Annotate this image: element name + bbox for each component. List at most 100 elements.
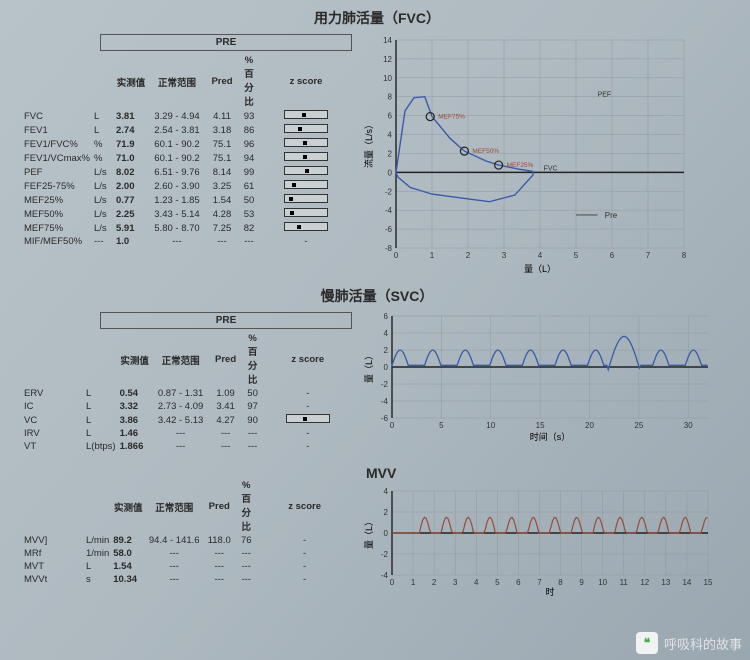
svg-text:25: 25 — [634, 421, 643, 430]
svg-text:10: 10 — [486, 421, 495, 430]
table-row: MRf1/min58.0---------- — [22, 547, 352, 560]
svg-text:0: 0 — [394, 251, 399, 260]
table-row: VTL(btps)1.866---------- — [22, 440, 352, 453]
fvc-title: 用力肺活量（FVC） — [22, 8, 732, 28]
svg-text:5: 5 — [439, 421, 444, 430]
svg-text:6: 6 — [610, 251, 615, 260]
svg-text:8: 8 — [388, 93, 393, 102]
svc-title: 慢肺活量（SVC） — [22, 286, 732, 306]
pre-header: PRE — [100, 312, 352, 329]
table-row: MVVts10.34---------- — [22, 573, 352, 586]
table-row: MEF25%L/s0.771.23 - 1.851.5450 — [22, 193, 352, 207]
svg-text:4: 4 — [384, 329, 389, 338]
svg-text:-2: -2 — [381, 550, 389, 559]
watermark-text: 呼吸科的故事 — [664, 634, 742, 653]
svg-text:12: 12 — [383, 55, 392, 64]
svc-chart: 051015202530-6-4-20246时间（s）量（L） — [362, 312, 732, 442]
table-row: IRVL1.46---------- — [22, 427, 352, 440]
svg-text:量（L）: 量（L） — [364, 517, 374, 549]
table-row: MEF75%L/s5.915.80 - 8.707.2582 — [22, 221, 352, 235]
svg-text:6: 6 — [384, 312, 389, 321]
svg-text:9: 9 — [579, 578, 584, 587]
pre-header: PRE — [100, 34, 352, 51]
svg-text:-4: -4 — [381, 397, 389, 406]
mvv-table: 实测值 正常范围 Pred % 百分比 z score MVV]L/min89.… — [22, 461, 352, 586]
svg-text:14: 14 — [383, 36, 392, 45]
svg-text:PEF: PEF — [598, 92, 612, 99]
svg-text:5: 5 — [495, 578, 500, 587]
svg-text:0: 0 — [390, 578, 395, 587]
table-row: VCL3.863.42 - 5.134.2790 — [22, 413, 352, 427]
svg-text:8: 8 — [682, 251, 687, 260]
mvv-section: 实测值 正常范围 Pred % 百分比 z score MVV]L/min89.… — [0, 457, 750, 601]
col-pred: Pred — [206, 54, 238, 109]
svg-text:11: 11 — [620, 578, 629, 587]
svg-text:0: 0 — [388, 168, 393, 177]
table-row: ICL3.322.73 - 4.093.4197- — [22, 400, 352, 413]
svg-text:-4: -4 — [385, 206, 393, 215]
svg-text:时间（s）: 时间（s） — [530, 431, 571, 442]
svg-text:30: 30 — [684, 421, 693, 430]
svg-text:FVC: FVC — [544, 165, 558, 172]
svc-section: 慢肺活量（SVC） PRE 实测值 正常范围 Pred % 百分比 z scor… — [0, 278, 750, 457]
svg-text:7: 7 — [537, 578, 542, 587]
table-row: MVV]L/min89.294.4 - 141.6118.076- — [22, 534, 352, 547]
svg-text:2: 2 — [384, 346, 389, 355]
svg-text:14: 14 — [682, 578, 691, 587]
table-row: FEV1/FVC%%71.960.1 - 90.275.196 — [22, 137, 352, 151]
svg-text:0: 0 — [384, 529, 389, 538]
svg-text:15: 15 — [704, 578, 712, 587]
svg-text:流量（L/s）: 流量（L/s） — [363, 120, 374, 168]
svg-text:6: 6 — [516, 578, 521, 587]
svg-text:4: 4 — [388, 131, 393, 140]
table-row: FEV1L2.742.54 - 3.813.1886 — [22, 123, 352, 137]
table-row: ERVL0.540.87 - 1.311.0950- — [22, 387, 352, 400]
svg-text:-8: -8 — [385, 244, 393, 253]
svg-text:15: 15 — [536, 421, 545, 430]
svg-text:3: 3 — [453, 578, 458, 587]
svg-text:6: 6 — [388, 112, 393, 121]
svg-text:MEF75%: MEF75% — [438, 114, 465, 121]
table-row: FEF25-75%L/s2.002.60 - 3.903.2561 — [22, 179, 352, 193]
svg-text:7: 7 — [646, 251, 651, 260]
col-meas: 实测值 — [114, 54, 148, 109]
svg-text:1: 1 — [411, 578, 416, 587]
table-row: FVCL3.813.29 - 4.944.1193 — [22, 109, 352, 123]
svg-text:时: 时 — [545, 586, 554, 597]
table-row: MIF/MEF50%---1.0---------- — [22, 235, 352, 248]
svg-text:8: 8 — [558, 578, 563, 587]
svg-text:4: 4 — [538, 251, 543, 260]
fvc-table: PRE 实测值 正常范围 Pred % 百分比 z score FVCL3.81… — [22, 34, 352, 248]
svg-text:20: 20 — [585, 421, 594, 430]
svg-text:5: 5 — [574, 251, 579, 260]
table-row: FEV1/VCmax%%71.060.1 - 90.275.194 — [22, 151, 352, 165]
svc-table: PRE 实测值 正常范围 Pred % 百分比 z score ERVL0.54… — [22, 312, 352, 453]
table-row: MVTL1.54---------- — [22, 560, 352, 573]
svg-text:-2: -2 — [385, 187, 393, 196]
svg-text:2: 2 — [432, 578, 437, 587]
svg-text:-6: -6 — [381, 414, 389, 423]
table-row: MEF50%L/s2.253.43 - 5.144.2853 — [22, 207, 352, 221]
svg-text:2: 2 — [466, 251, 471, 260]
svg-text:3: 3 — [502, 251, 507, 260]
svg-text:2: 2 — [384, 508, 389, 517]
svg-text:4: 4 — [474, 578, 479, 587]
col-pct: % 百分比 — [238, 54, 260, 109]
mvv-title: MVV — [366, 465, 732, 481]
svg-text:-6: -6 — [385, 225, 393, 234]
svg-text:MEF25%: MEF25% — [507, 162, 534, 169]
svg-text:10: 10 — [598, 578, 607, 587]
svg-text:Pre: Pre — [605, 211, 618, 220]
wechat-icon: ❝ — [636, 632, 658, 654]
fvc-section: 用力肺活量（FVC） PRE 实测值 正常范围 Pred % 百分比 z sco… — [0, 0, 750, 278]
watermark: ❝ 呼吸科的故事 — [636, 632, 742, 654]
svg-text:4: 4 — [384, 487, 389, 496]
svg-text:13: 13 — [661, 578, 670, 587]
col-z: z score — [260, 54, 352, 109]
svg-text:0: 0 — [390, 421, 395, 430]
svg-text:量（L）: 量（L） — [524, 264, 556, 274]
mvv-chart: MVV 0123456789101112131415-4-2024时量（L） — [362, 461, 732, 597]
svg-text:-2: -2 — [381, 380, 389, 389]
svg-text:1: 1 — [430, 251, 435, 260]
svg-text:2: 2 — [388, 149, 393, 158]
